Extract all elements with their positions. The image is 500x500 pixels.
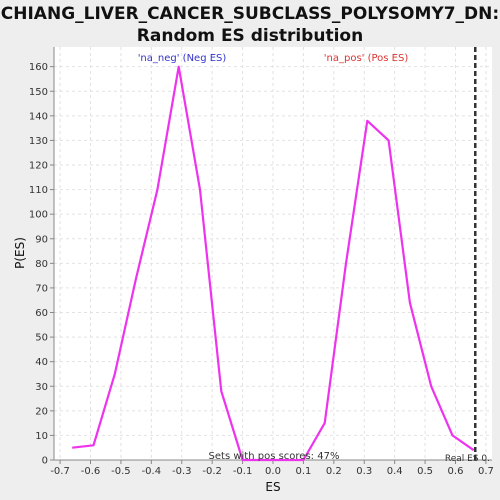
x-tick-label: -0.2 [202,466,222,477]
y-tick-label: 40 [35,357,48,368]
real-es-label: Real ES 0. [445,454,490,464]
sets-with-pos-scores-label: Sets with pos scores: 47% [209,451,340,462]
grid-lines [54,47,492,460]
chart-title-line-1: CHIANG_LIVER_CANCER_SUBCLASS_POLYSOMY7_D… [1,4,499,24]
y-tick-label: 150 [29,87,48,98]
y-tick-label: 130 [29,136,48,147]
y-tick-label: 70 [35,283,48,294]
x-tick-label: -0.6 [81,466,101,477]
x-tick-label: -0.3 [172,466,192,477]
x-tick-label: -0.4 [142,466,162,477]
x-tick-label: 0.4 [387,466,403,477]
chart-title-line-2: Random ES distribution [137,26,363,46]
y-tick-label: 160 [29,62,48,73]
x-tick-label: 0.3 [356,466,372,477]
x-tick-label: -0.5 [111,466,131,477]
y-axis-label: P(ES) [13,237,27,269]
axis-ticks: 0 10 20 30 40 50 60 70 80 90 100 110 120 130 140 150 160… [29,62,494,477]
series-layer [72,65,475,462]
y-tick-label: 50 [35,333,48,344]
y-tick-label: 20 [35,406,48,417]
y-tick-label: 90 [35,234,48,245]
x-tick-label: 0.1 [295,466,311,477]
pos-es-label: 'na_pos' (Pos ES) [324,53,409,64]
y-tick-label: 80 [35,259,48,270]
x-tick-label: 0.5 [417,466,433,477]
x-tick-label: 0.6 [448,466,464,477]
y-tick-label: 30 [35,382,48,393]
x-axis-label: ES [265,480,280,494]
y-tick-label: 110 [29,185,48,196]
y-tick-label: 140 [29,111,48,122]
y-tick-label: 60 [35,308,48,319]
x-tick-label: -0.7 [50,466,70,477]
y-tick-label: 120 [29,161,48,172]
neg-es-label: 'na_neg' (Neg ES) [138,53,227,64]
x-tick-label: 0.0 [265,466,281,477]
y-tick-label: 10 [35,431,48,442]
x-tick-label: 0.7 [478,466,494,477]
y-tick-label: 0 [42,456,48,467]
es-distribution-series-line [72,65,475,462]
x-tick-label: -0.1 [233,466,253,477]
y-tick-label: 100 [29,210,48,221]
x-tick-label: 0.2 [326,466,342,477]
